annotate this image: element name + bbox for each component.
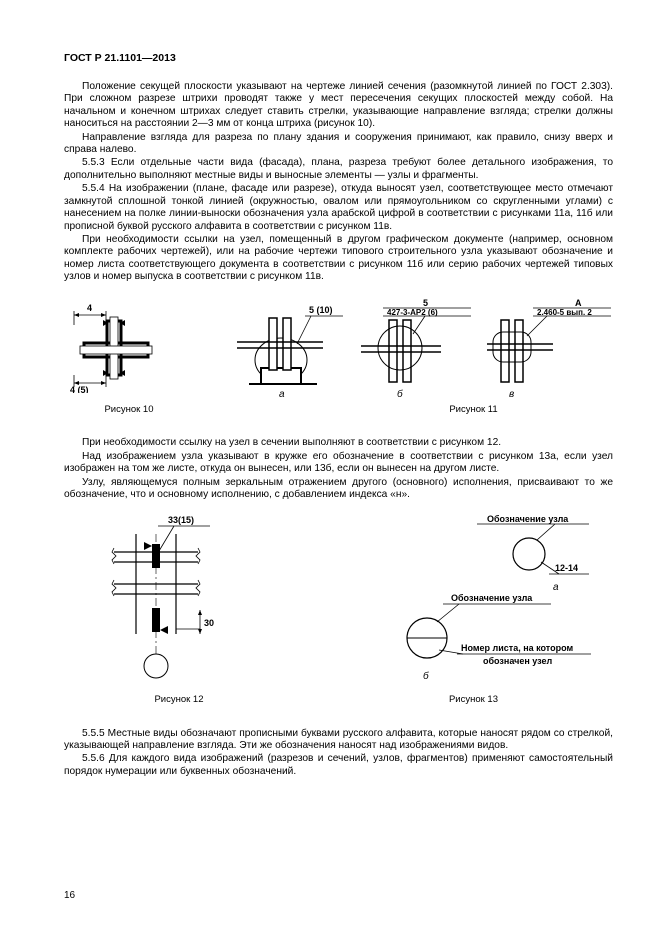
paragraph: Узлу, являющемуся полным зеркальным отра…	[64, 477, 613, 502]
fig13b-text3: обозначен узел	[483, 656, 553, 666]
figure-12: 33(15)	[104, 514, 264, 688]
fig11c-bot: 2.460-5 вып. 2	[537, 308, 592, 317]
fig13b-letter: б	[423, 670, 429, 682]
fig12-caption: Рисунок 12	[64, 694, 294, 706]
fig10-label-top: 4	[87, 303, 92, 313]
fig11b-bot: 427-3-АР2 (6)	[387, 308, 438, 317]
paragraph: 5.5.6 Для каждого вида изображений (разр…	[64, 753, 613, 778]
paragraph: При необходимости ссылку на узел в сечен…	[64, 437, 613, 449]
fig11a-label: 5 (10)	[309, 305, 333, 315]
fig12-top-label: 33(15)	[168, 515, 194, 525]
paragraph: Положение секущей плоскости указывают на…	[64, 81, 613, 131]
figure-row-1: 4 4 (5)	[64, 298, 613, 398]
page-number: 16	[64, 890, 75, 902]
fig13-caption: Рисунок 13	[294, 694, 613, 706]
paragraph: Над изображением узла указывают в кружке…	[64, 451, 613, 476]
fig13a-letter: а	[553, 582, 559, 593]
fig13b-text1: Обозначение узла	[451, 593, 533, 603]
paragraph: Направление взгляда для разреза по плану…	[64, 132, 613, 157]
fig11-caption: Рисунок 11	[194, 404, 613, 416]
paragraph: 5.5.4 На изображении (плане, фасаде или …	[64, 183, 613, 233]
fig10-caption: Рисунок 10	[64, 404, 194, 416]
figure-10: 4 4 (5)	[64, 303, 184, 397]
fig11c-letter: в	[509, 389, 514, 398]
paragraph: 5.5.5 Местные виды обозначают прописными…	[64, 728, 613, 753]
paragraph: При необходимости ссылки на узел, помеще…	[64, 234, 613, 284]
doc-title: ГОСТ Р 21.1101—2013	[64, 52, 613, 65]
fig11b-top: 5	[423, 298, 428, 308]
fig11c-top: А	[575, 298, 582, 308]
figure-13: Обозначение узла 12-14 а Обозначение узл…	[353, 514, 593, 688]
fig11b-letter: б	[397, 388, 403, 398]
fig13a-text1: Обозначение узла	[487, 514, 569, 524]
fig13a-text2: 12-14	[555, 563, 578, 573]
fig13b-text2: Номер листа, на котором	[461, 643, 573, 653]
paragraph: 5.5.3 Если отдельные части вида (фасада)…	[64, 157, 613, 182]
fig12-side-label: 30	[204, 618, 214, 628]
figure-row-2: 33(15)	[64, 514, 613, 688]
fig10-label-bot: 4 (5)	[70, 385, 89, 393]
fig11a-letter: а	[279, 389, 285, 398]
figure-11: 5 (10) а 5 427-3-АР2 (6) б	[223, 298, 613, 398]
